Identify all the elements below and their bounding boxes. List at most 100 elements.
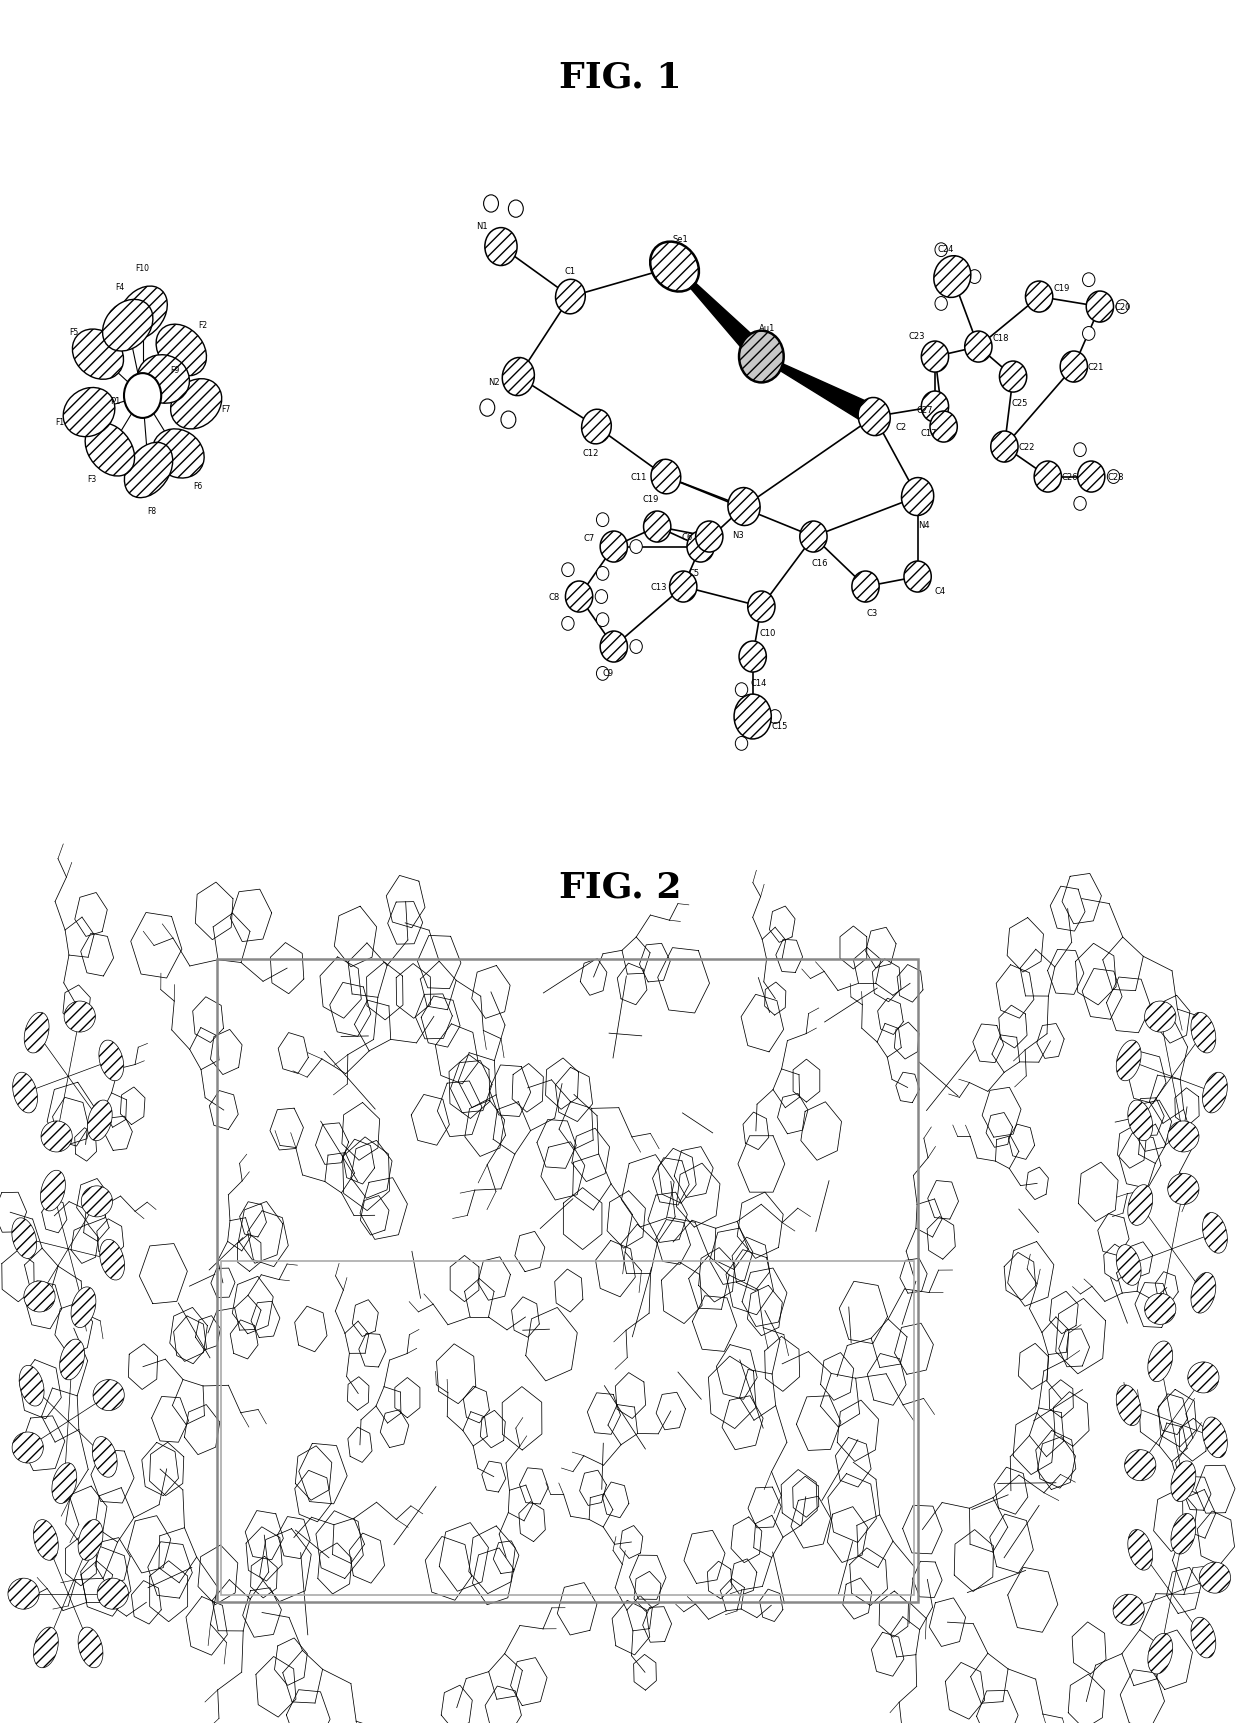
Text: C19: C19 [642, 495, 660, 505]
Text: Au1: Au1 [759, 324, 776, 333]
Text: C1: C1 [565, 267, 575, 276]
Ellipse shape [1171, 1513, 1195, 1554]
Ellipse shape [852, 572, 879, 603]
Ellipse shape [1190, 1273, 1215, 1313]
Ellipse shape [1128, 1530, 1153, 1570]
Ellipse shape [60, 1339, 84, 1380]
Ellipse shape [63, 388, 115, 438]
Ellipse shape [78, 1627, 103, 1668]
Ellipse shape [630, 541, 642, 555]
Ellipse shape [153, 429, 205, 479]
Ellipse shape [156, 326, 207, 377]
Text: F3: F3 [87, 476, 97, 484]
Ellipse shape [1116, 1385, 1141, 1425]
Ellipse shape [118, 288, 167, 339]
Ellipse shape [12, 1218, 37, 1260]
Text: C21: C21 [1087, 364, 1105, 372]
Text: F9: F9 [170, 367, 180, 376]
Ellipse shape [800, 522, 827, 553]
Ellipse shape [480, 400, 495, 417]
Ellipse shape [735, 737, 748, 751]
Text: C2: C2 [897, 424, 906, 432]
Text: F8: F8 [148, 507, 156, 517]
Ellipse shape [1125, 1449, 1156, 1480]
Ellipse shape [562, 617, 574, 631]
Ellipse shape [485, 229, 517, 267]
Text: C14: C14 [750, 679, 768, 687]
Ellipse shape [92, 1437, 118, 1477]
Ellipse shape [935, 243, 947, 257]
Text: C20: C20 [1114, 303, 1131, 312]
Ellipse shape [999, 362, 1027, 393]
Ellipse shape [33, 1520, 58, 1561]
Text: C5: C5 [689, 569, 699, 577]
Ellipse shape [33, 1627, 58, 1668]
Ellipse shape [1025, 283, 1053, 314]
Ellipse shape [78, 1520, 103, 1561]
Ellipse shape [595, 591, 608, 605]
Ellipse shape [25, 1013, 50, 1053]
Ellipse shape [99, 1041, 124, 1080]
Text: C28: C28 [1107, 472, 1125, 482]
Ellipse shape [1074, 443, 1086, 457]
Ellipse shape [1114, 1594, 1145, 1625]
Ellipse shape [1190, 1013, 1215, 1053]
Text: C27: C27 [916, 405, 934, 415]
Ellipse shape [41, 1122, 72, 1153]
Ellipse shape [1083, 327, 1095, 341]
Ellipse shape [596, 513, 609, 527]
Ellipse shape [582, 410, 611, 445]
Ellipse shape [124, 443, 172, 498]
Text: C7: C7 [583, 534, 595, 543]
Text: F6: F6 [193, 481, 202, 491]
Ellipse shape [124, 374, 161, 419]
Ellipse shape [930, 412, 957, 443]
Bar [217, 960, 918, 1602]
Text: C13: C13 [650, 582, 667, 591]
Ellipse shape [968, 271, 981, 284]
Text: Se1: Se1 [673, 236, 688, 245]
Ellipse shape [1203, 1073, 1228, 1113]
Ellipse shape [64, 1001, 95, 1032]
Text: C26: C26 [1061, 472, 1079, 482]
Ellipse shape [748, 591, 775, 622]
Ellipse shape [71, 1287, 95, 1328]
Ellipse shape [1116, 1041, 1141, 1080]
Ellipse shape [1078, 462, 1105, 493]
Ellipse shape [935, 298, 947, 312]
Ellipse shape [650, 243, 699, 293]
Text: N3: N3 [732, 531, 744, 539]
Ellipse shape [93, 1380, 124, 1411]
Ellipse shape [1203, 1418, 1228, 1458]
Ellipse shape [12, 1073, 37, 1113]
Ellipse shape [1128, 1185, 1153, 1225]
Ellipse shape [1168, 1122, 1199, 1153]
Ellipse shape [52, 1463, 77, 1504]
Text: C9: C9 [603, 669, 613, 677]
Ellipse shape [735, 684, 748, 698]
Text: F7: F7 [221, 405, 231, 414]
Ellipse shape [1128, 1101, 1153, 1141]
Ellipse shape [24, 1282, 55, 1313]
Text: N2: N2 [487, 377, 500, 388]
Text: F2: F2 [198, 320, 207, 331]
Ellipse shape [556, 281, 585, 315]
Ellipse shape [72, 329, 124, 381]
Ellipse shape [696, 522, 723, 553]
Text: P1: P1 [110, 396, 120, 407]
Ellipse shape [858, 398, 890, 436]
Ellipse shape [86, 424, 135, 477]
Ellipse shape [901, 479, 934, 517]
Ellipse shape [1116, 1246, 1141, 1285]
Ellipse shape [934, 257, 971, 298]
Ellipse shape [596, 567, 609, 581]
Text: F5: F5 [68, 327, 78, 336]
Text: C19: C19 [1053, 284, 1070, 293]
Ellipse shape [502, 358, 534, 396]
Text: C4: C4 [935, 586, 945, 596]
Ellipse shape [7, 1578, 40, 1609]
Text: C12: C12 [582, 448, 599, 458]
Ellipse shape [562, 563, 574, 577]
Ellipse shape [734, 694, 771, 739]
Ellipse shape [1188, 1363, 1219, 1394]
